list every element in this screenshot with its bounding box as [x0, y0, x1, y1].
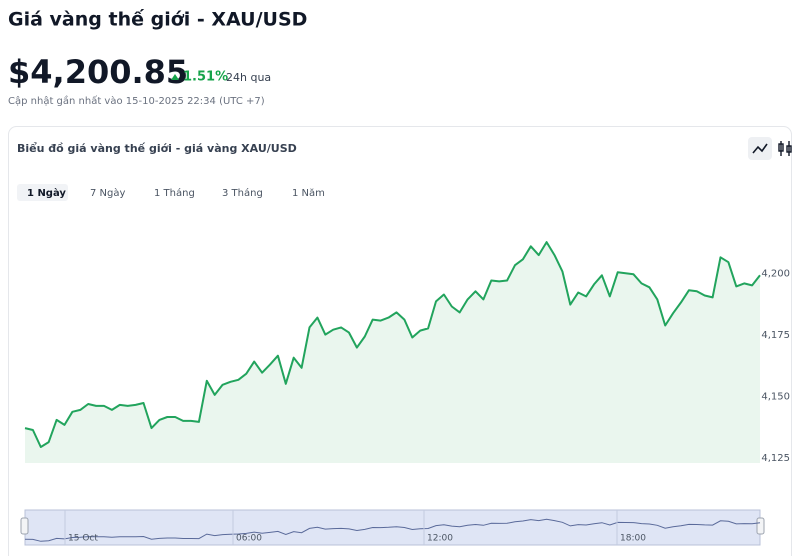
chart-title: Biểu đồ giá vàng thế giới - giá vàng XAU… — [17, 142, 297, 155]
tab[interactable]: 7 Ngày — [90, 187, 125, 199]
navigator-handle-right[interactable] — [756, 517, 765, 535]
y-tick-label: 4,150 — [761, 392, 790, 403]
plot: 4,125 4,150 4,175 4,200 — [24, 241, 790, 464]
navigator-handle-left[interactable] — [20, 517, 29, 535]
navigator-label: 12:00 — [427, 534, 453, 544]
y-tick-label: 4,200 — [761, 269, 790, 280]
tab[interactable]: 3 Tháng — [222, 187, 263, 199]
period: 24h qua — [226, 71, 271, 84]
line-icon — [752, 143, 768, 154]
navigator-label: 15 Oct — [68, 534, 98, 544]
tab[interactable]: 1 Tháng — [154, 187, 195, 199]
tabs: 1 Ngày 7 Ngày 1 Tháng 3 Tháng 1 Năm — [17, 184, 325, 201]
navigator-label: 06:00 — [236, 534, 262, 544]
y-tick-label: 4,125 — [761, 453, 790, 464]
tab[interactable]: 1 Năm — [292, 188, 325, 199]
navigator-content: 15 Oct 06:00 12:00 18:00 — [24, 510, 761, 545]
change: 1.51% — [183, 70, 228, 85]
updated: Cập nhật gần nhất vào 15-10-2025 22:34 (… — [8, 95, 265, 107]
page-title: Giá vàng thế giới - XAU/USD — [8, 8, 307, 31]
tab-active-bg — [17, 184, 68, 201]
navigator-label: 18:00 — [620, 534, 646, 544]
area — [25, 242, 760, 463]
price: $4,200.85 — [8, 53, 188, 91]
y-tick-label: 4,175 — [761, 330, 790, 341]
tab[interactable]: 1 Ngày — [27, 187, 66, 199]
candle-mode-button[interactable] — [778, 141, 792, 156]
price-line — [24, 241, 761, 448]
navigator-line — [24, 518, 761, 542]
up-arrow — [171, 74, 179, 80]
